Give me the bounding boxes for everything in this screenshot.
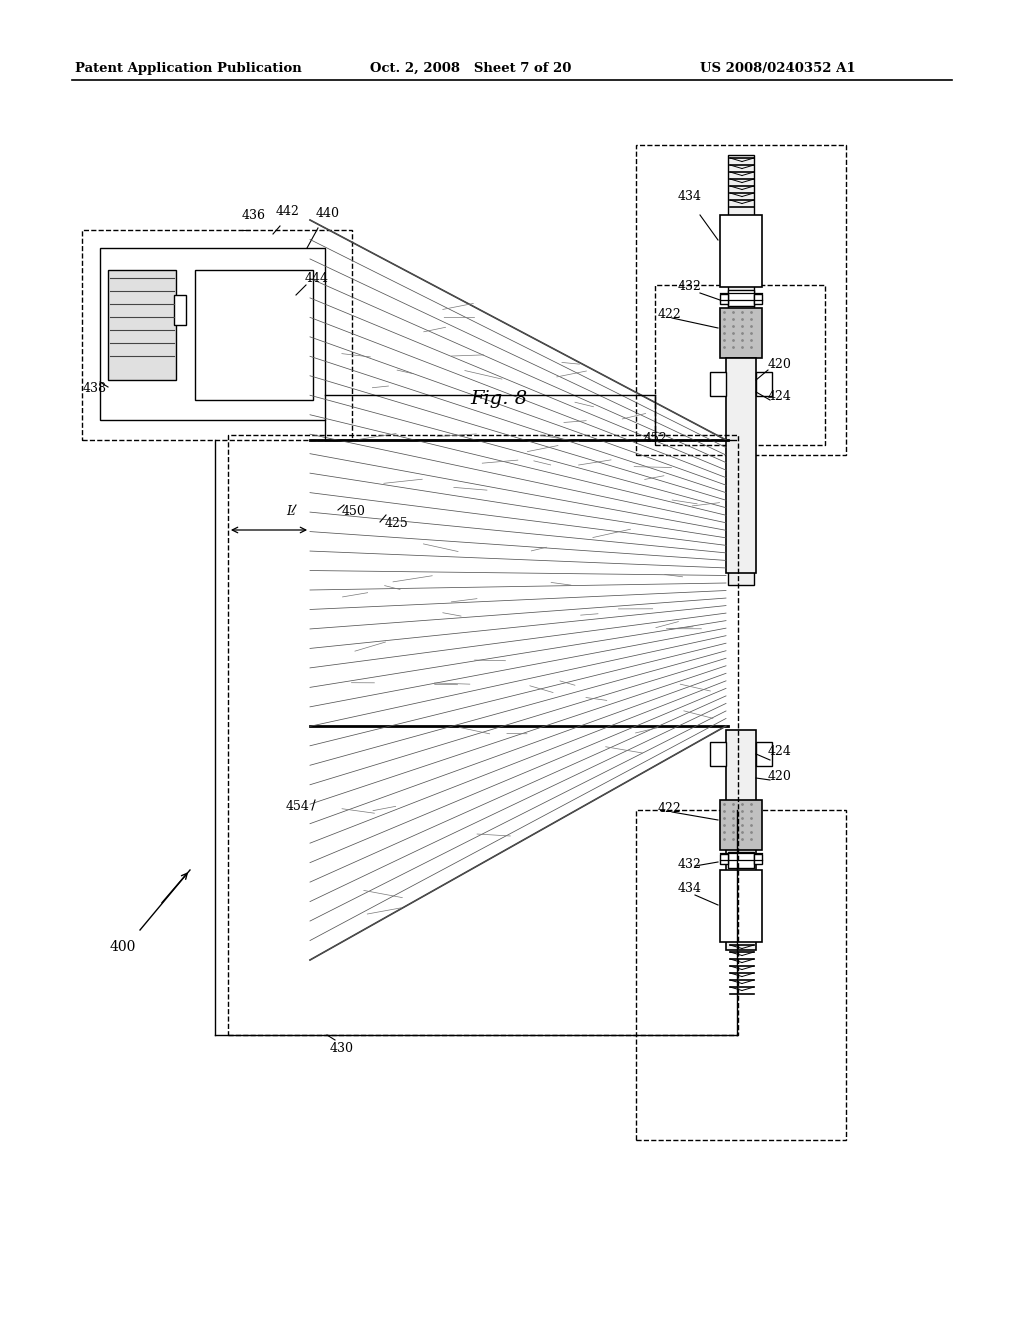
Bar [756,742,772,766]
Text: 432: 432 [678,280,701,293]
Text: L: L [286,506,294,517]
Bar [728,154,754,585]
Bar [720,854,728,865]
Bar [82,230,352,440]
Bar [754,854,762,865]
Bar [655,285,825,445]
Bar [710,742,726,766]
Text: 444: 444 [305,272,329,285]
Bar [710,372,726,396]
Text: 434: 434 [678,882,702,895]
Text: 425: 425 [385,517,409,531]
Bar [636,810,846,1140]
Text: 420: 420 [768,358,792,371]
Text: 438: 438 [83,381,106,395]
Text: 420: 420 [768,770,792,783]
Bar [726,358,756,573]
Bar [720,308,762,358]
Text: 422: 422 [658,803,682,814]
Text: 424: 424 [768,744,792,758]
Text: Fig. 8: Fig. 8 [470,389,527,408]
Bar [100,248,325,420]
Text: 440: 440 [316,207,340,220]
Text: Oct. 2, 2008   Sheet 7 of 20: Oct. 2, 2008 Sheet 7 of 20 [370,62,571,75]
Bar [720,294,728,304]
Text: 454: 454 [286,800,310,813]
Bar [228,436,738,1035]
Text: 436: 436 [242,209,266,222]
Text: Patent Application Publication: Patent Application Publication [75,62,302,75]
Text: 452: 452 [644,432,668,445]
Bar [636,145,846,455]
Text: US 2008/0240352 A1: US 2008/0240352 A1 [700,62,856,75]
Bar [728,851,754,869]
Bar [720,215,762,286]
Text: 424: 424 [768,389,792,403]
Text: 434: 434 [678,190,702,203]
Text: 432: 432 [678,858,701,871]
Bar [720,870,762,942]
Text: 430: 430 [330,1041,354,1055]
Text: 442: 442 [276,205,300,218]
Bar [728,290,754,306]
Bar [726,730,756,950]
Bar [195,271,313,400]
Text: 400: 400 [110,940,136,954]
Bar [720,800,762,850]
Bar [754,294,762,304]
Text: 450: 450 [342,506,366,517]
Bar [756,372,772,396]
Text: 422: 422 [658,308,682,321]
Bar [108,271,176,380]
Bar [174,294,186,325]
